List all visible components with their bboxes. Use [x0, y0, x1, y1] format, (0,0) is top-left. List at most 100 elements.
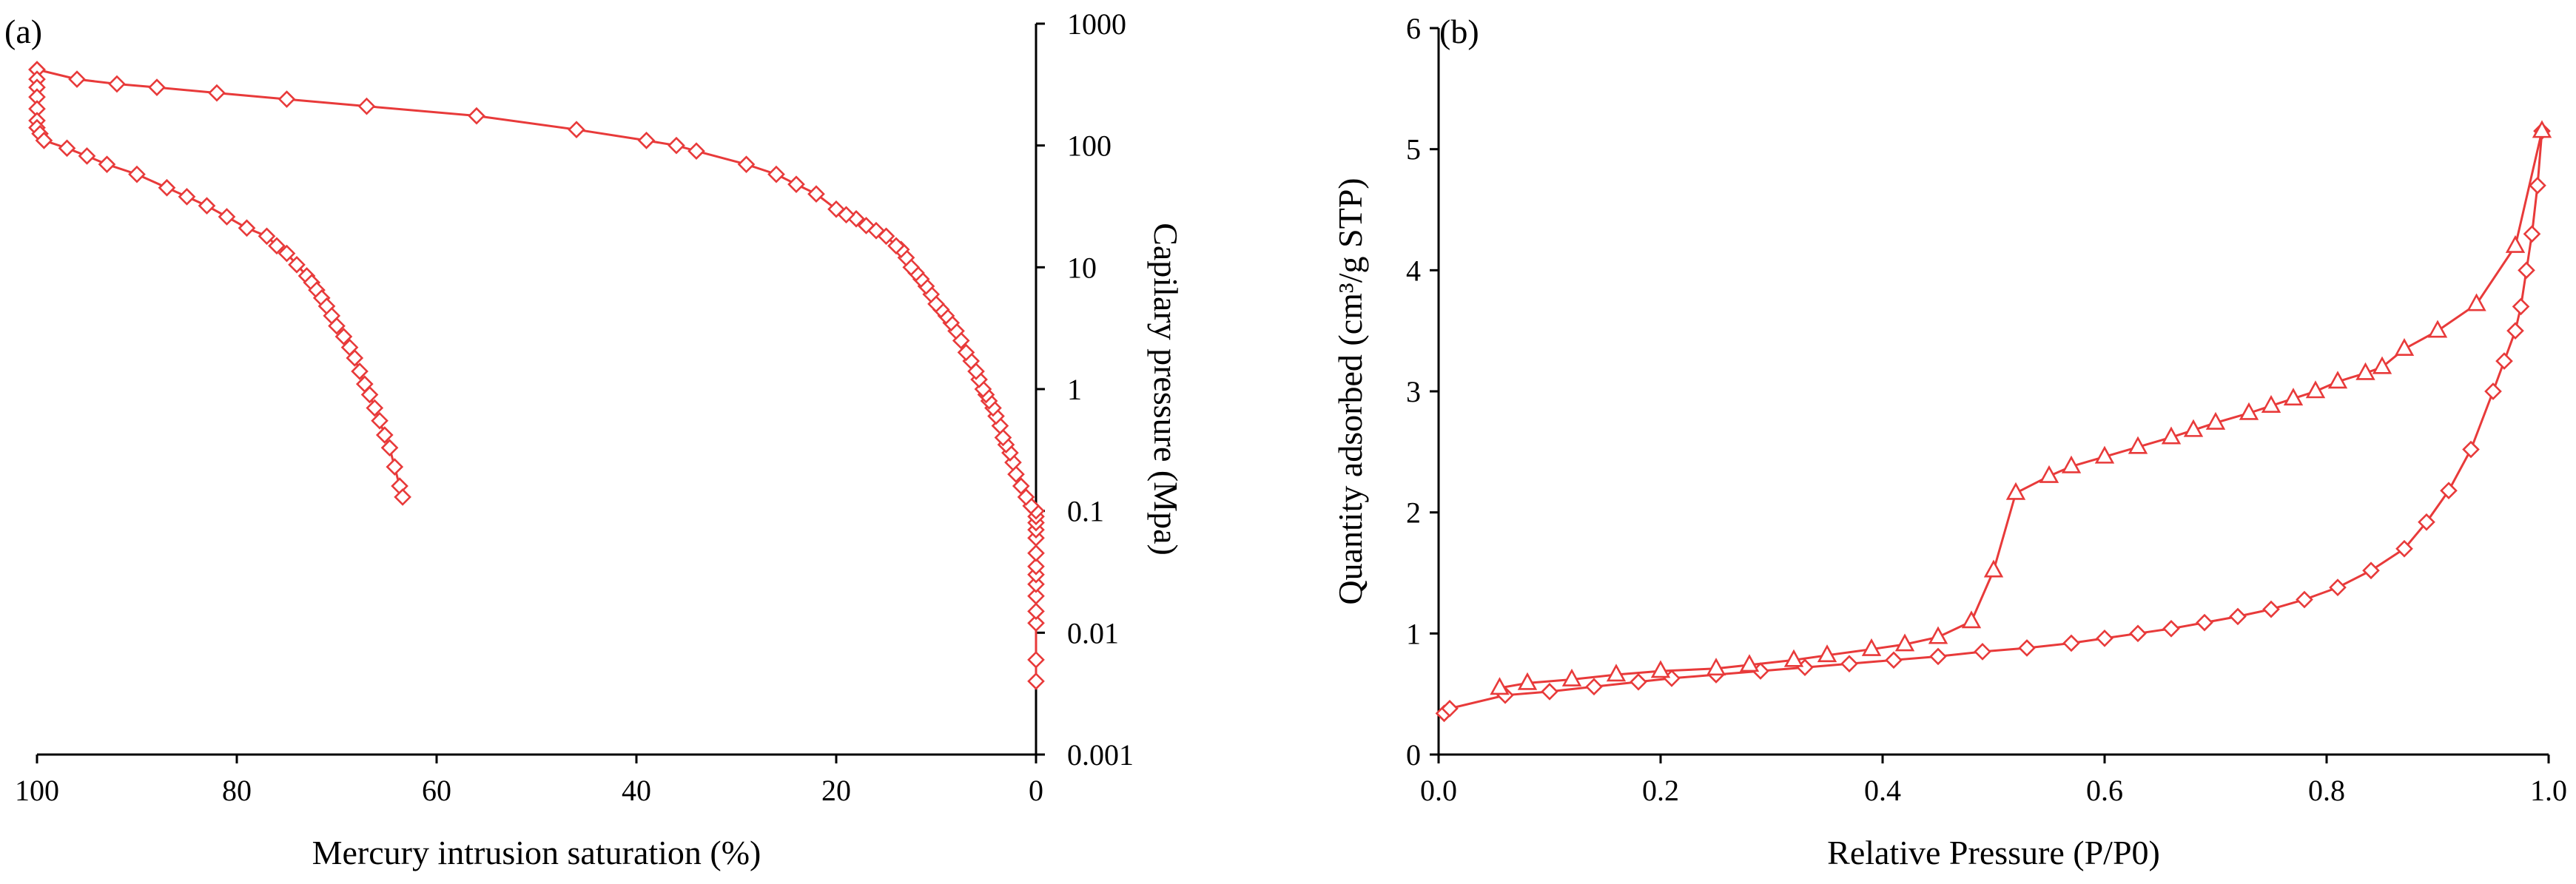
- panel-b-desorption-point: [2505, 235, 2526, 253]
- panel-b-adsorption-point: [2096, 630, 2113, 647]
- panel-a-intrusion-point: [1027, 575, 1045, 593]
- panel-a-extrusion-point: [360, 385, 379, 404]
- panel-b-y-tick-label: 3: [1406, 375, 1421, 408]
- panel-a-extrusion-line: [36, 70, 404, 498]
- panel-b-desorption-point: [2061, 455, 2082, 473]
- panel-a-extrusion-point: [268, 237, 286, 255]
- panel-b-desorption-point: [2427, 320, 2448, 338]
- panel-a-extrusion-point: [128, 165, 146, 183]
- panel-b-y-tick-label: 0: [1406, 738, 1421, 772]
- panel-a-intrusion-point: [468, 107, 485, 125]
- panel-a-intrusion-point: [1027, 672, 1045, 690]
- panel-b-adsorption-point: [2129, 624, 2147, 643]
- panel-a-intrusion-point: [807, 185, 825, 203]
- panel-a-intrusion-point: [887, 237, 905, 255]
- panel-a-y-tick-label: 10: [1067, 251, 1097, 284]
- panel-b-desorption-point: [2261, 394, 2281, 413]
- panel-b-desorption-point: [2327, 371, 2348, 389]
- panel-b-y-tick-label: 4: [1406, 254, 1421, 287]
- panel-a-y-tick-label: 100: [1067, 129, 1112, 163]
- panel-b-x-tick-label: 0.6: [2086, 774, 2123, 807]
- panel-b-adsorption-point: [2162, 619, 2180, 638]
- panel-a-extrusion-point: [78, 147, 96, 165]
- panel-b-adsorption-point: [2196, 613, 2213, 632]
- panel-b-adsorption-point: [2229, 607, 2247, 626]
- panel-b-desorption-line: [1499, 130, 2543, 689]
- panel-a-intrusion-point: [637, 132, 656, 149]
- panel-b-desorption-point: [2205, 411, 2226, 430]
- panel-b-desorption-point: [1783, 649, 1804, 667]
- panel-b-y-ticks: 0 1 2 3 4 5 6: [1406, 12, 1439, 772]
- panel-a-x-tick-label: 0: [1029, 774, 1043, 807]
- panel-a-x-tick-label: 100: [15, 774, 59, 807]
- panel-a-extrusion-point: [371, 411, 389, 430]
- panel-a-extrusion-point: [380, 439, 399, 457]
- panel-b-x-tick-label: 1.0: [2530, 774, 2567, 807]
- panel-a-extrusion-point: [328, 317, 346, 335]
- panel-a-y-axis-label: Capilary pressure (Mpa): [1147, 223, 1185, 556]
- panel-b-desorption-point: [2161, 426, 2182, 445]
- panel-a-y-ticks: 0.001 0.01 0.1 1 10 100 1000: [1036, 7, 1134, 772]
- panel-b-desorption-point: [2532, 120, 2552, 138]
- panel-a-intrusion-point: [1004, 453, 1022, 471]
- panel-b-desorption-point: [2372, 356, 2392, 374]
- panel-b-adsorption-point: [1885, 651, 1903, 669]
- panel-a-label: (a): [4, 13, 42, 50]
- panel-b-x-tick-label: 0.8: [2308, 774, 2345, 807]
- panel-a-series: [28, 61, 1045, 690]
- panel-a-x-axis-label: Mercury intrusion saturation (%): [312, 834, 761, 871]
- panel-a-y-tick-label: 1: [1067, 373, 1082, 406]
- panel-b-desorption-point: [1817, 644, 1837, 663]
- panel-b-adsorption-point: [1541, 683, 1558, 701]
- panel-a-x-ticks: 100 80 60 40 20 0: [15, 755, 1043, 807]
- panel-a-extrusion-point: [158, 178, 176, 197]
- panel-b-series: [1435, 120, 2552, 723]
- panel-a-intrusion-point: [1027, 587, 1045, 605]
- panel-b-adsorption-point: [2512, 297, 2530, 316]
- panel-b-adsorption-point: [2329, 578, 2347, 596]
- panel-a-extrusion-point: [375, 426, 394, 444]
- panel-a-intrusion-point: [994, 428, 1012, 447]
- panel-a-intrusion-point: [1027, 651, 1045, 669]
- panel-b-adsorption-point: [2262, 600, 2280, 618]
- panel-a-extrusion-point: [58, 139, 76, 158]
- panel-a-extrusion-point: [278, 244, 296, 263]
- panel-b-desorption-point: [2394, 338, 2415, 357]
- panel-a-intrusion-point: [1027, 557, 1045, 576]
- panel-b-adsorption-line: [1443, 130, 2543, 715]
- panel-b-desorption-point: [2239, 402, 2259, 420]
- panel-a-intrusion-point: [68, 70, 86, 88]
- panel-a-intrusion-point: [1012, 477, 1030, 495]
- panel-a-intrusion-point: [737, 155, 756, 174]
- panel-b-adsorption-point: [2440, 482, 2458, 500]
- panel-b-adsorption-point: [2484, 382, 2502, 400]
- panel-b-desorption-point: [1650, 660, 1671, 678]
- panel-a-extrusion-point: [35, 132, 53, 149]
- panel-b-y-tick-label: 6: [1406, 12, 1421, 45]
- panel-b-desorption-point: [1490, 677, 1510, 695]
- panel-b-adsorption-point: [1974, 643, 1991, 661]
- panel-b-desorption-point: [1606, 664, 1627, 682]
- panel-b-adsorption-point: [2523, 225, 2541, 243]
- panel-b-adsorption-point: [2462, 440, 2480, 459]
- panel-a-x-tick-label: 60: [422, 774, 451, 807]
- panel-a-intrusion-point: [1027, 602, 1045, 621]
- panel-b-adsorption-point: [2518, 261, 2535, 280]
- panel-a-extrusion-point: [98, 155, 116, 174]
- panel-b-desorption-point: [2283, 388, 2304, 406]
- panel-a-extrusion-point: [366, 399, 384, 417]
- panel-b-desorption-point: [2355, 362, 2375, 380]
- panel-b-adsorption-point: [2362, 561, 2380, 580]
- panel-a-extrusion-point: [386, 458, 404, 476]
- panel-a-intrusion-point: [148, 78, 166, 96]
- panel-a-y-tick-label: 0.001: [1067, 738, 1134, 772]
- panel-a-extrusion-point: [198, 197, 216, 215]
- panel-b-desorption-point: [1894, 633, 1915, 652]
- panel-a-intrusion-point: [1027, 614, 1045, 632]
- panel-b-y-axis-label: Quantity adsorbed (cm³/g STP): [1331, 178, 1369, 604]
- panel-a-intrusion-point: [667, 136, 685, 155]
- panel-a-extrusion-point: [346, 349, 364, 367]
- panel-a-intrusion-point: [787, 175, 805, 193]
- panel-b-label: (b): [1439, 13, 1479, 50]
